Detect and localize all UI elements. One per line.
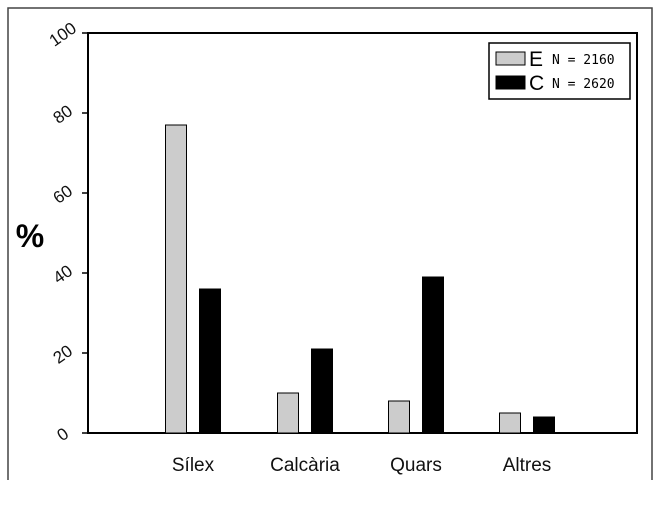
legend-n-label: N = 2620 <box>552 77 615 92</box>
y-axis-label: % <box>16 218 44 254</box>
plot-area <box>87 32 638 434</box>
bar-E-2 <box>388 400 410 434</box>
y-tick-label: 80 <box>50 101 76 127</box>
bar-C-2 <box>422 276 444 434</box>
figure-frame <box>7 7 653 480</box>
bar-E-3 <box>499 412 521 434</box>
legend-series-name: C <box>529 72 544 95</box>
legend-series-name: E <box>529 48 543 71</box>
y-tick-label: 20 <box>50 341 76 367</box>
legend-swatch <box>495 75 526 90</box>
legend: E N = 2160 C N = 2620 <box>488 42 631 100</box>
legend-n-label: N = 2160 <box>552 53 615 68</box>
bar-C-3 <box>533 416 555 434</box>
x-category-label: Calcària <box>270 455 340 476</box>
y-tick-label: 0 <box>54 424 73 445</box>
x-category-label: Quars <box>390 455 442 476</box>
bar-E-0 <box>165 124 187 434</box>
x-category-label: Altres <box>503 455 552 476</box>
bar-C-1 <box>311 348 333 434</box>
legend-swatch <box>495 51 526 66</box>
x-category-label: Sílex <box>172 455 215 476</box>
bar-E-1 <box>277 392 299 434</box>
y-tick-label: 60 <box>50 181 76 207</box>
bar-C-0 <box>199 288 221 434</box>
bars-layer <box>165 124 555 434</box>
y-tick-label: 100 <box>46 19 80 51</box>
y-tick-label: 40 <box>50 261 76 287</box>
